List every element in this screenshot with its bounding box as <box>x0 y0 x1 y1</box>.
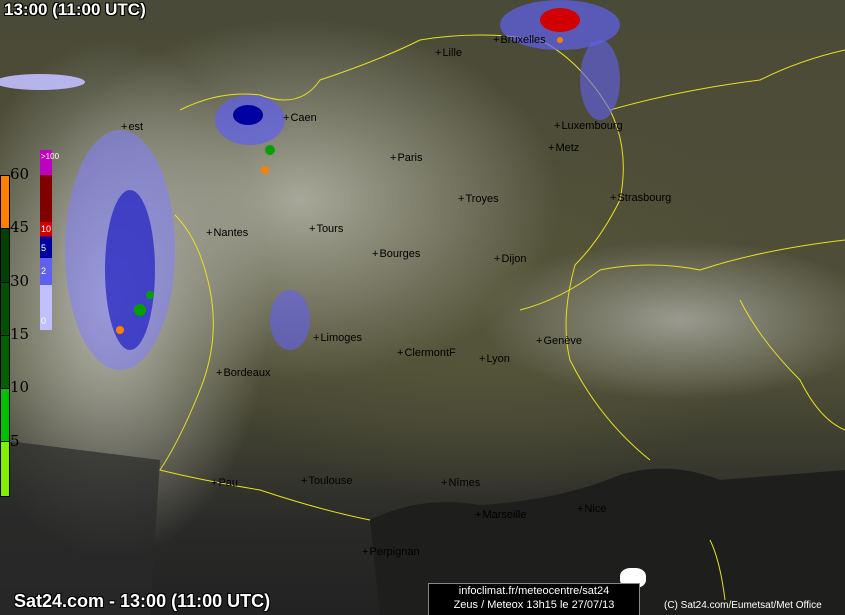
city-label: Metz <box>548 142 579 154</box>
legend-label: 2 <box>41 266 47 276</box>
legend-label: 0 <box>41 316 47 326</box>
legend-swatch <box>1 335 9 390</box>
city-label: Perpignan <box>362 546 419 558</box>
city-label: Lyon <box>479 353 509 365</box>
city-label: est <box>121 121 143 133</box>
city-label: ClermontF <box>397 347 455 359</box>
legend-label: 45 <box>10 218 30 236</box>
sea-mediterranean <box>370 468 845 615</box>
city-label: Toulouse <box>301 475 352 487</box>
city-label: Troyes <box>458 193 498 205</box>
city-label: Marseille <box>475 509 526 521</box>
city-label: Paris <box>390 152 422 164</box>
legend-swatch <box>1 176 9 230</box>
footer-title: Sat24.com - 13:00 (11:00 UTC) <box>14 591 271 611</box>
legend-swatch <box>1 229 9 283</box>
city-label: Pau <box>211 477 238 489</box>
city-label: Bourges <box>372 248 420 260</box>
legend-label: 5 <box>10 432 20 450</box>
city-label: Luxembourg <box>554 120 622 132</box>
legend-label: 60 <box>10 165 30 183</box>
city-label: Lille <box>435 47 462 59</box>
rain-legend <box>40 150 52 330</box>
info-timestamp: Zeus / Meteox 13h15 le 27/07/13 <box>453 599 615 611</box>
info-url[interactable]: infoclimat.fr/meteocentre/sat24 <box>458 585 610 597</box>
legend-swatch <box>1 389 9 443</box>
legend-label: 15 <box>10 325 30 343</box>
city-label: Nîmes <box>441 477 480 489</box>
legend-label: 30 <box>10 272 30 290</box>
city-label: Genève <box>536 335 582 347</box>
city-label: Dijon <box>494 253 526 265</box>
map-title: 13:00 (11:00 UTC) <box>4 0 146 19</box>
city-label: Bordeaux <box>216 367 270 379</box>
legend-label: >100 <box>41 152 60 161</box>
city-label: Nantes <box>206 227 248 239</box>
lightning-strikes <box>134 145 275 316</box>
city-label: Nice <box>577 503 606 515</box>
borders <box>159 34 845 601</box>
city-label: Limoges <box>313 332 362 344</box>
city-label: Tours <box>309 223 343 235</box>
lightning-strikes-old <box>116 37 563 334</box>
city-label: Caen <box>283 112 316 124</box>
legend-label: 5 <box>41 243 47 253</box>
city-label: Strasbourg <box>610 192 671 204</box>
atlantic <box>0 440 160 615</box>
copyright: (C) Sat24.com/Eumetsat/Met Office <box>664 600 822 611</box>
lightning-legend <box>0 175 10 497</box>
legend-swatch <box>1 282 9 336</box>
city-label: Bruxelles <box>493 34 545 46</box>
legend-label: 10 <box>41 224 52 234</box>
info-box: infoclimat.fr/meteocentre/sat24 Zeus / M… <box>428 583 640 615</box>
legend-swatch <box>1 442 9 496</box>
precipitation <box>0 0 620 370</box>
legend-label: 10 <box>10 378 30 396</box>
